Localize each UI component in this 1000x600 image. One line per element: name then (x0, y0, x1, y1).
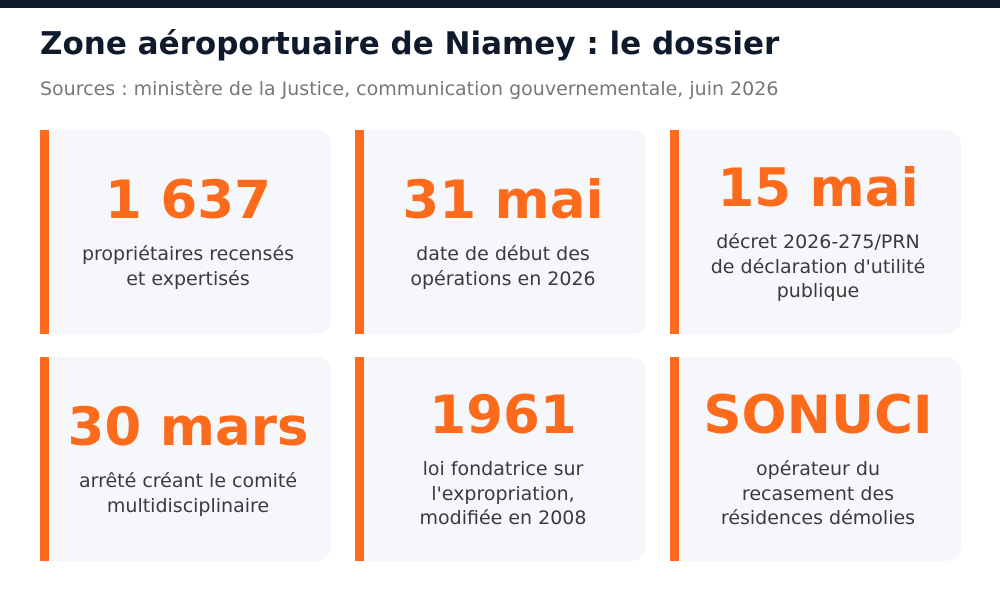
stat-label: loi fondatrice sur l'expropriation, modi… (419, 458, 587, 530)
stat-value: 31 mai (402, 170, 604, 232)
stat-value: 15 mai (717, 157, 919, 219)
stat-label: décret 2026-275/PRN de déclaration d'uti… (710, 231, 926, 303)
page-title: Zone aéroportuaire de Niamey : le dossie… (40, 26, 780, 62)
stat-card-grid: 1 637 propriétaires recensés et expertis… (40, 130, 961, 561)
stat-card-loi: 1961 loi fondatrice sur l'expropriation,… (355, 357, 646, 561)
page-subtitle: Sources : ministère de la Justice, commu… (40, 78, 779, 100)
stat-card-operateur: SONUCI opérateur du recasement des résid… (670, 357, 961, 561)
stat-card-debut-operations: 31 mai date de début des opérations en 2… (355, 130, 646, 334)
stat-value: SONUCI (703, 384, 933, 446)
stat-label: opérateur du recasement des résidences d… (720, 458, 916, 530)
stat-card-arrete: 30 mars arrêté créant le comité multidis… (40, 357, 331, 561)
stat-value: 30 mars (67, 397, 309, 459)
stat-card-decret: 15 mai décret 2026-275/PRN de déclaratio… (670, 130, 961, 334)
stat-label: arrêté créant le comité multidisciplinai… (78, 470, 298, 518)
stat-value: 1961 (429, 384, 577, 446)
stat-label: propriétaires recensés et expertisés (81, 243, 295, 291)
stat-label: date de début des opérations en 2026 (410, 243, 596, 291)
stat-value: 1 637 (105, 170, 271, 232)
top-bar (0, 0, 1000, 8)
stat-card-proprietaires: 1 637 propriétaires recensés et expertis… (40, 130, 331, 334)
